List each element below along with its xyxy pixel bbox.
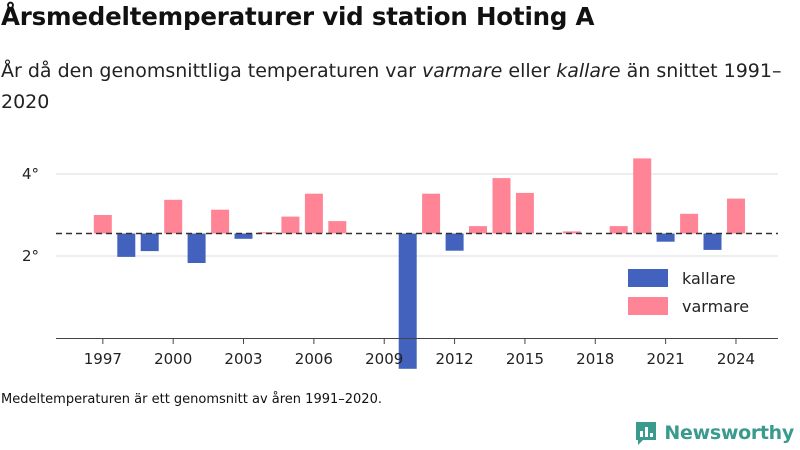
bar-varmare (609, 226, 628, 234)
y-tick-label: 2° (22, 247, 39, 265)
bar-kallare (117, 233, 136, 257)
bar-varmare (492, 178, 511, 234)
bar-kallare (445, 233, 464, 251)
bar-varmare (93, 215, 112, 234)
bar-varmare (304, 193, 323, 234)
subtitle-part1: År då den genomsnittliga temperaturen va… (1, 60, 423, 82)
bar-kallare (398, 233, 417, 369)
bar-varmare (281, 216, 300, 234)
bar-kallare (187, 233, 206, 263)
x-tick-label: 2012 (435, 350, 473, 368)
x-tick-label: 2021 (647, 350, 685, 368)
x-tick-label: 2018 (576, 350, 614, 368)
chart-subtitle: År då den genomsnittliga temperaturen va… (1, 56, 791, 118)
chart-title: Årsmedeltemperaturer vid station Hoting … (1, 2, 595, 31)
subtitle-part3: än snittet 1991–2020 (1, 60, 782, 113)
legend-label-varmare: varmare (682, 297, 749, 316)
bar-kallare (656, 233, 675, 242)
bar-varmare (469, 226, 487, 234)
bar-varmare (164, 199, 183, 234)
newsworthy-logo-icon (636, 422, 657, 445)
subtitle-part2: eller (502, 60, 557, 82)
bar-kallare (234, 233, 253, 239)
x-tick-label: 2006 (295, 350, 333, 368)
legend-swatch-kallare (628, 269, 668, 287)
bar-kallare (140, 233, 159, 252)
x-tick-label: 2024 (717, 350, 755, 368)
bar-kallare (703, 233, 722, 250)
x-tick-label: 2000 (154, 350, 192, 368)
y-tick-label: 4° (22, 165, 39, 183)
legend-label-kallare: kallare (682, 269, 736, 288)
bar-varmare (680, 213, 699, 234)
x-tick-label: 2015 (506, 350, 544, 368)
bar-varmare (515, 192, 534, 234)
brand: Newsworthy (634, 420, 794, 446)
bar-chart: 2° 4° 1997 2000 2003 2006 2009 2012 2015 2018 2021… (22, 158, 778, 369)
legend-swatch-varmare (628, 297, 668, 315)
bar-varmare (562, 231, 581, 234)
bar-varmare (211, 209, 230, 234)
subtitle-cold-word: kallare (556, 60, 621, 82)
subtitle-warm-word: varmare (422, 60, 503, 82)
x-tick-label: 1997 (84, 350, 122, 368)
bar-varmare (633, 158, 652, 234)
bar-varmare (422, 193, 441, 234)
x-tick-label: 2003 (224, 350, 262, 368)
footnote: Medeltemperaturen är ett genomsnitt av å… (1, 392, 382, 407)
bar-varmare (328, 221, 347, 234)
bar-varmare (727, 198, 745, 234)
brand-name: Newsworthy (664, 422, 794, 444)
x-tick-label: 2009 (365, 350, 403, 368)
